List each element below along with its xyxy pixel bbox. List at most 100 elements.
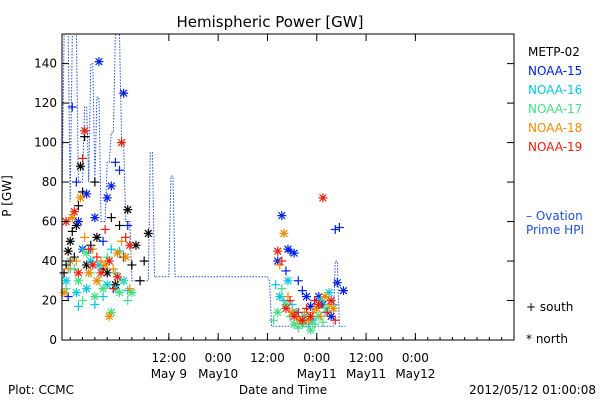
south-point-marker (98, 236, 108, 246)
north-point-marker (104, 311, 114, 321)
south-point-marker (78, 153, 88, 163)
south-point-marker (63, 292, 73, 302)
north-point-marker (94, 57, 104, 67)
legend: METP-02 NOAA-15 NOAA-16 NOAA-17 NOAA-18 NOAA-… (528, 45, 582, 154)
south-point-marker (61, 284, 71, 294)
south-point-marker (84, 244, 94, 254)
symbol-legend-south: + south (526, 300, 573, 314)
y-tick-label: 100 (34, 136, 57, 150)
south-point-marker (293, 323, 303, 333)
south-point-marker (308, 307, 318, 317)
north-point-marker (82, 248, 92, 258)
south-point-marker (285, 246, 295, 256)
x-axis-label: Date and Time (239, 383, 327, 397)
north-point-marker (277, 211, 287, 221)
south-point-marker (106, 244, 116, 254)
north-point-marker (117, 138, 127, 148)
south-point-marker (115, 220, 125, 230)
south-point-marker (135, 276, 145, 286)
north-point-marker (63, 246, 73, 256)
north-point-marker (283, 244, 293, 254)
x-tick-label: 0:00 (205, 351, 232, 365)
south-point-marker (125, 284, 135, 294)
x-tick-label: 0:00 (303, 351, 330, 365)
south-point-marker (67, 102, 77, 112)
south-point-marker (71, 177, 81, 187)
x-tick-date-label: May11 (346, 367, 386, 381)
north-point-marker (100, 260, 110, 270)
south-point-marker (139, 256, 149, 266)
south-point-marker (283, 292, 293, 302)
south-point-marker (96, 256, 106, 266)
south-point-marker (115, 165, 125, 175)
south-point-marker (63, 264, 73, 274)
south-point-marker (73, 301, 83, 311)
x-tick-label: 12:00 (349, 351, 384, 365)
x-tick-date-label: May10 (198, 367, 238, 381)
north-point-marker (306, 311, 316, 321)
x-tick-date-label: May 9 (151, 367, 187, 381)
north-point-marker (92, 276, 102, 286)
north-point-marker (104, 256, 114, 266)
south-point-marker (301, 303, 311, 313)
legend-item: NOAA-17 (528, 102, 582, 116)
north-point-marker (102, 193, 112, 203)
north-point-marker (102, 268, 112, 278)
south-point-marker (285, 296, 295, 306)
y-tick-label: 0 (49, 333, 57, 347)
north-point-marker (320, 292, 330, 302)
south-point-marker (119, 276, 129, 286)
north-point-marker (312, 303, 322, 313)
north-point-marker (106, 181, 116, 191)
y-tick-label: 20 (42, 294, 57, 308)
south-point-marker (90, 299, 100, 309)
north-point-marker (112, 248, 122, 258)
north-point-marker (121, 252, 131, 262)
legend-item: NOAA-15 (528, 64, 582, 78)
south-point-marker (316, 311, 326, 321)
north-point-marker (98, 284, 108, 294)
north-point-marker (332, 278, 342, 288)
north-point-marker (92, 232, 102, 242)
south-point-marker (102, 252, 112, 262)
series-metp-02 (59, 132, 153, 290)
south-point-marker (90, 177, 100, 187)
south-point-marker (123, 220, 133, 230)
south-point-marker (110, 268, 120, 278)
south-point-marker (121, 232, 131, 242)
series-noaa-15 (63, 57, 348, 321)
north-point-marker (273, 246, 283, 256)
ovation-label-line1: – Ovation (526, 209, 583, 223)
south-point-marker (67, 226, 77, 236)
y-tick-label: 120 (34, 96, 57, 110)
north-point-marker (106, 307, 116, 317)
footer-right: 2012/05/12 01:00:08 (469, 383, 596, 397)
legend-item: NOAA-16 (528, 83, 582, 97)
south-point-marker (69, 252, 79, 262)
y-tick-label: 60 (42, 215, 57, 229)
north-point-marker (328, 303, 338, 313)
y-axis-label: P [GW] (0, 175, 14, 217)
data-points-layer (59, 57, 348, 335)
north-point-marker (283, 276, 293, 286)
north-point-marker (115, 288, 125, 298)
north-point-marker (84, 268, 94, 278)
south-point-marker (108, 264, 118, 274)
north-point-marker (306, 301, 316, 311)
south-point-marker (61, 260, 71, 270)
south-point-marker (80, 232, 90, 242)
north-point-marker (125, 240, 135, 250)
south-point-marker (110, 157, 120, 167)
north-point-marker (314, 299, 324, 309)
south-point-marker (117, 236, 127, 246)
north-point-marker (143, 228, 153, 238)
y-tick-label: 80 (42, 175, 57, 189)
x-tick-label: 0:00 (402, 351, 429, 365)
north-point-marker (59, 288, 69, 298)
south-point-marker (92, 252, 102, 262)
north-point-marker (90, 213, 100, 223)
south-point-marker (123, 286, 133, 296)
north-point-marker (279, 228, 289, 238)
north-point-marker (281, 303, 291, 313)
